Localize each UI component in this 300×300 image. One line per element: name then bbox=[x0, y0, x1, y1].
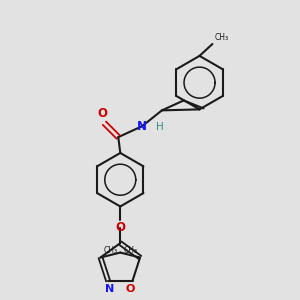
Text: H: H bbox=[156, 122, 164, 132]
Text: N: N bbox=[137, 120, 147, 133]
Text: CH₃: CH₃ bbox=[123, 246, 137, 255]
Text: CH₃: CH₃ bbox=[103, 246, 117, 255]
Text: O: O bbox=[126, 284, 135, 294]
Text: O: O bbox=[98, 107, 107, 120]
Text: O: O bbox=[115, 221, 125, 234]
Text: CH₃: CH₃ bbox=[214, 33, 229, 42]
Text: N: N bbox=[105, 284, 115, 294]
